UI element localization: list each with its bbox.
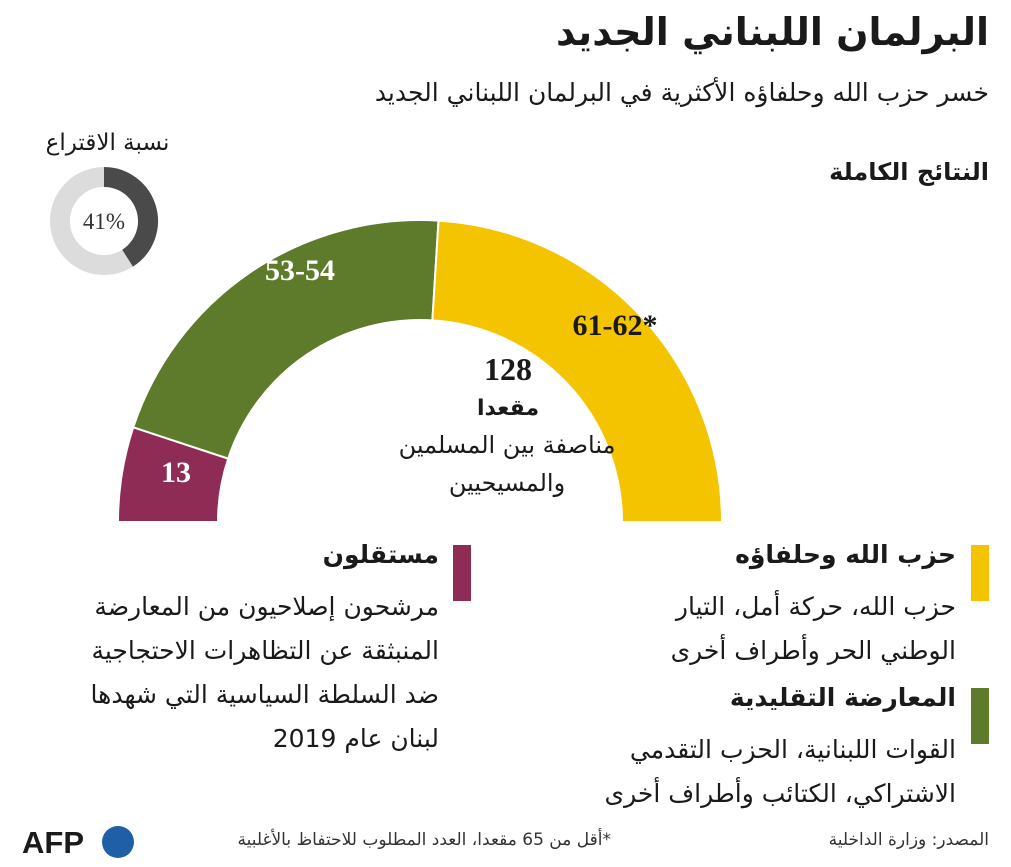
legend-line: مرشحون إصلاحيون من المعارضة: [94, 592, 439, 621]
label-opposition: 53-54: [265, 254, 335, 287]
footnote: *أقل من 65 مقعدا، العدد المطلوب للاحتفاظ…: [237, 830, 611, 850]
afp-logo-text: AFP: [22, 825, 84, 860]
segment-opposition: [131, 219, 440, 460]
donut-value-text: 41%: [83, 209, 125, 234]
donut-value-arc: [103, 167, 158, 267]
legend-line: القوات اللبنانية، الحزب التقدمي: [629, 735, 956, 764]
legend-desc-independents: مرشحون إصلاحيون من المعارضة المنبثقة عن …: [91, 585, 439, 761]
vote-share-label: نسبة الاقتراع: [45, 130, 170, 156]
center-note-box: مناصفة بين المسلمين والمسيحيين: [398, 431, 616, 497]
label-hezbollah: 61-62*: [573, 309, 658, 342]
center-note: مناصفة بين المسلمين والمسيحيين: [398, 431, 616, 497]
legend-swatch-opposition: [971, 688, 989, 744]
center-total-label: مقعدا: [477, 396, 539, 421]
afp-logo: AFP: [22, 825, 134, 860]
legend-desc-hezbollah: حزب الله، حركة أمل، التيار الوطني الحر و…: [671, 585, 956, 673]
legend-swatch-hezbollah: [971, 545, 989, 601]
center-total: 128: [484, 351, 532, 387]
legend-line: ضد السلطة السياسية التي شهدها: [90, 680, 439, 709]
chart-subtitle: خسر حزب الله وحلفاؤه الأكثرية في البرلما…: [374, 78, 989, 107]
legend-line: حزب الله، حركة أمل، التيار: [675, 592, 956, 621]
parliament-chart: 61-62* 53-54 13 128 مقعدا مناصفة بين الم…: [116, 219, 724, 523]
results-label: النتائج الكاملة: [829, 158, 989, 186]
legend-line: الاشتراكي، الكتائب وأطراف أخرى: [604, 779, 956, 808]
legend-title-independents: مستقلون: [322, 540, 439, 569]
afp-logo-circle: [102, 826, 134, 858]
legend-line: لبنان عام 2019: [272, 724, 439, 753]
legend-title-hezbollah: حزب الله وحلفاؤه: [735, 540, 956, 569]
source-note: المصدر: وزارة الداخلية: [828, 830, 989, 850]
legend-line: المنبثقة عن التظاهرات الاحتجاجية: [91, 636, 439, 665]
legend-desc-opposition: القوات اللبنانية، الحزب التقدمي الاشتراك…: [605, 728, 956, 816]
segment-hezbollah: [431, 219, 724, 523]
label-independents: 13: [161, 456, 191, 489]
legend-line: الوطني الحر وأطراف أخرى: [670, 636, 956, 665]
legend-title-opposition: المعارضة التقليدية: [729, 683, 956, 712]
vote-share-donut: 41%: [50, 167, 158, 275]
legend-swatch-independents: [453, 545, 471, 601]
chart-title: البرلمان اللبناني الجديد: [555, 10, 989, 54]
